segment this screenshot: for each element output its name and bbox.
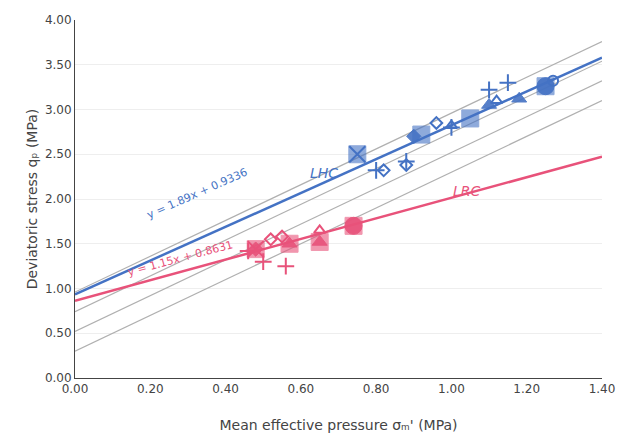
svg-text:y = 1.15x + 0.8631: y = 1.15x + 0.8631 (126, 238, 234, 279)
svg-text:LHC: LHC (310, 165, 338, 181)
svg-text:3.00: 3.00 (45, 103, 72, 117)
svg-text:0.80: 0.80 (363, 382, 390, 396)
svg-text:1.40: 1.40 (589, 382, 616, 396)
svg-text:1.00: 1.00 (45, 282, 72, 296)
svg-text:1.50: 1.50 (45, 237, 72, 251)
svg-text:0.50: 0.50 (45, 326, 72, 340)
svg-text:LRC: LRC (453, 183, 481, 199)
svg-text:0.00: 0.00 (45, 371, 72, 385)
svg-text:0.40: 0.40 (212, 382, 239, 396)
svg-text:2.00: 2.00 (45, 192, 72, 206)
svg-text:Deviatoric stress qₚ (MPa): Deviatoric stress qₚ (MPa) (24, 109, 40, 290)
svg-text:1.20: 1.20 (513, 382, 540, 396)
svg-text:0.60: 0.60 (288, 382, 315, 396)
svg-text:1.00: 1.00 (438, 382, 465, 396)
svg-text:y = 1.89x + 0.9336: y = 1.89x + 0.9336 (145, 166, 249, 222)
svg-text:0.20: 0.20 (137, 382, 164, 396)
svg-text:2.50: 2.50 (45, 147, 72, 161)
svg-text:4.00: 4.00 (45, 13, 72, 27)
svg-text:0.00: 0.00 (62, 382, 89, 396)
svg-text:Mean effective pressure σₘ' (M: Mean effective pressure σₘ' (MPa) (219, 417, 457, 433)
svg-text:3.50: 3.50 (45, 58, 72, 72)
